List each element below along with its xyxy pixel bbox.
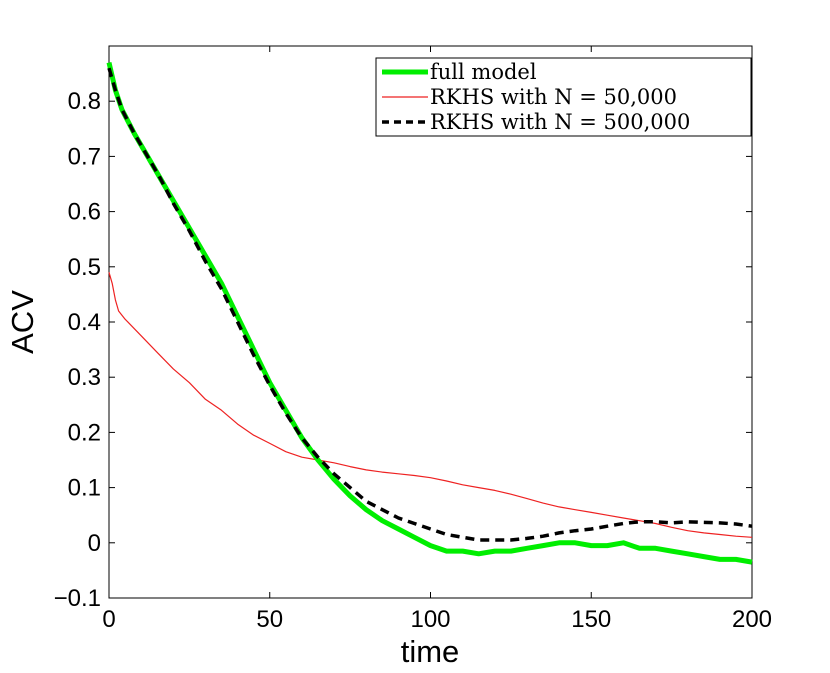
x-tick-label: 150 (571, 606, 611, 633)
x-tick-label: 0 (102, 606, 115, 633)
y-tick-label: 0.5 (68, 254, 101, 281)
y-tick-label: 0.1 (68, 475, 101, 502)
y-tick-label: 0.8 (68, 88, 101, 115)
x-tick-label: 200 (732, 606, 772, 633)
axis-tick-labels: 0 50 100 150 200−0.100.10.20.30.40.50.60.70.… (54, 88, 772, 633)
x-tick-label: 100 (410, 606, 450, 633)
x-tick-label: 50 (256, 606, 283, 633)
legend-label: RKHS with N = 50,000 (430, 85, 677, 109)
legend-box (375, 57, 752, 137)
plot-area (108, 45, 753, 599)
y-tick-label: −0.1 (54, 585, 101, 612)
axis-ticks (108, 46, 753, 599)
legend-label: full model (430, 60, 537, 84)
y-axis-title: ACV (5, 290, 40, 354)
y-tick-label: 0.7 (68, 143, 101, 170)
series-line-1 (108, 272, 753, 538)
series-line-2 (107, 67, 753, 542)
y-tick-label: 0 (88, 530, 101, 557)
legend-label: RKHS with N = 500,000 (430, 110, 690, 134)
y-tick-label: 0.6 (68, 199, 101, 226)
x-axis-title: time (401, 634, 460, 669)
y-tick-label: 0.4 (68, 309, 101, 336)
series-line-0 (106, 62, 753, 565)
series-layer (106, 62, 753, 565)
y-tick-label: 0.2 (68, 419, 101, 446)
y-tick-label: 0.3 (68, 364, 101, 391)
